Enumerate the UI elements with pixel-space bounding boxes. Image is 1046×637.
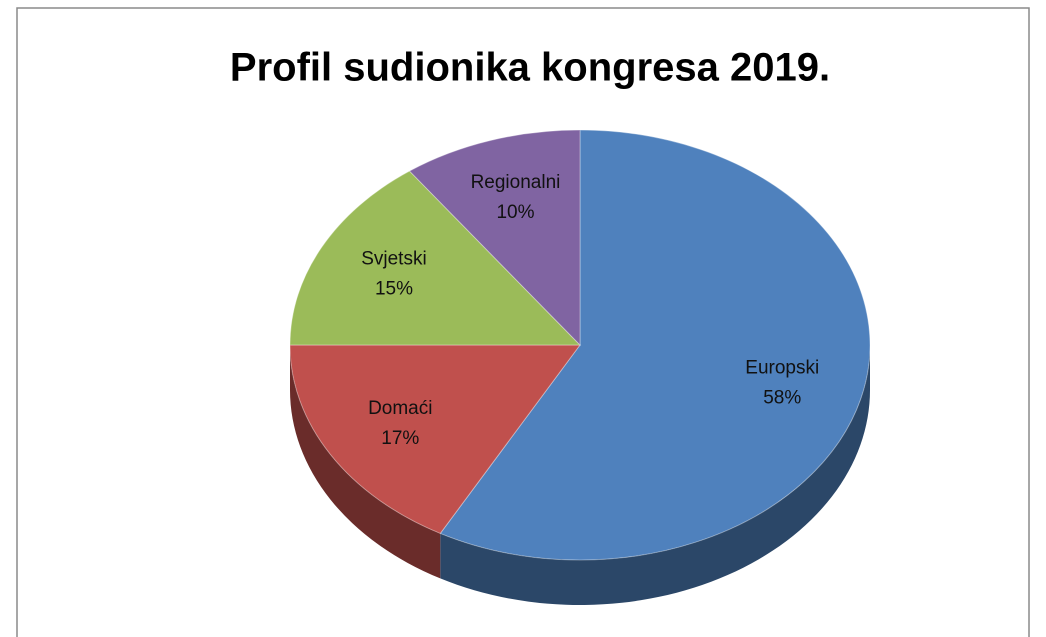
slice-label: Svjetski	[361, 249, 426, 270]
slice	[289, 170, 582, 346]
slice-side	[440, 345, 870, 605]
slice-side	[290, 345, 441, 579]
slice	[289, 344, 581, 535]
slice	[408, 129, 581, 347]
chart-title: Profil sudionika kongresa 2019.	[230, 46, 830, 90]
slice-value-label: 17%	[381, 428, 419, 449]
slice-value-label: 58%	[763, 388, 801, 409]
slice-label: Europski	[745, 358, 819, 379]
slice-label: Regionalni	[471, 172, 561, 193]
slice	[439, 129, 871, 561]
slice-label: Domaći	[368, 398, 432, 419]
slice-value-label: 10%	[496, 202, 534, 223]
slice-value-label: 15%	[375, 279, 413, 300]
